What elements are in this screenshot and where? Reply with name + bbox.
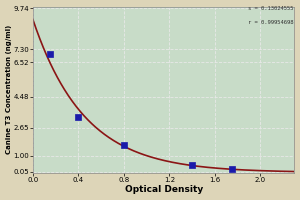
Point: [47, 53, 52, 56]
Text: r = 0.99954698: r = 0.99954698: [248, 20, 294, 25]
Point: [230, 168, 234, 171]
Y-axis label: Canine T3 Concentration (ng/ml): Canine T3 Concentration (ng/ml): [6, 25, 12, 154]
Point: [76, 115, 81, 118]
Point: [122, 144, 126, 147]
Point: [190, 163, 194, 167]
X-axis label: Optical Density: Optical Density: [124, 185, 203, 194]
Text: s = 0.13024555: s = 0.13024555: [248, 6, 294, 11]
